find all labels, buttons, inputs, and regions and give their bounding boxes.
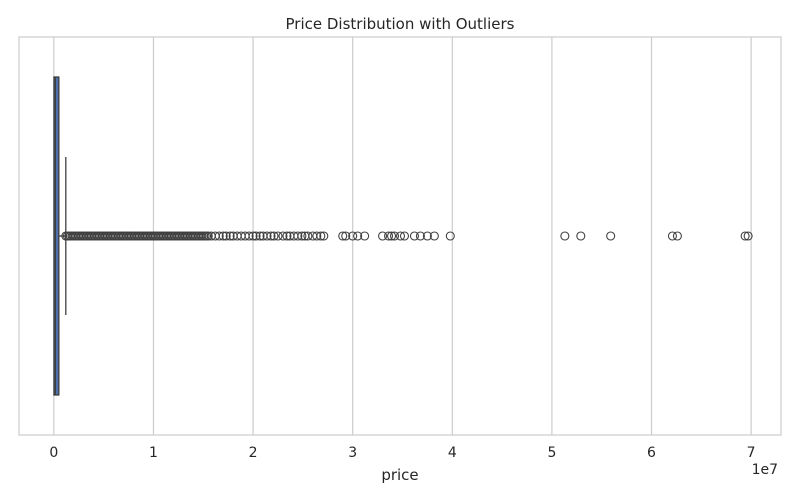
outlier-point (293, 231, 303, 241)
outlier-point (319, 231, 329, 241)
outlier-point (743, 231, 753, 241)
outlier-point (312, 231, 322, 241)
outlier-point (251, 231, 261, 241)
iqr-box (53, 76, 60, 396)
x-tick-label: 2 (249, 445, 258, 461)
outlier-point (560, 231, 570, 241)
x-tick-labels: 0 1 2 3 4 5 6 7 (49, 445, 755, 461)
outlier-point (606, 231, 616, 241)
outlier-point (248, 231, 258, 241)
outlier-point (203, 231, 213, 241)
x-tick-label: 6 (647, 445, 656, 461)
outlier-point (409, 231, 419, 241)
x-tick-label: 0 (49, 445, 58, 461)
outlier-point (353, 231, 363, 241)
x-tick-label: 1 (149, 445, 158, 461)
outlier-point (445, 231, 455, 241)
outlier-point (395, 231, 406, 241)
outlier-point (278, 231, 288, 241)
outlier-point (303, 231, 313, 241)
x-tick-label: 4 (448, 445, 457, 461)
outlier-point (214, 231, 224, 241)
x-tick-label: 5 (547, 445, 556, 461)
outlier-point (667, 231, 677, 241)
outlier-point (282, 231, 292, 241)
outlier-point (273, 231, 283, 241)
outlier-point (338, 231, 348, 241)
outlier-point (740, 231, 750, 241)
outlier-point (341, 231, 351, 241)
outlier-point (348, 231, 358, 241)
outlier-point (399, 231, 410, 241)
outlier-point (262, 231, 272, 241)
x-axis-label: price (381, 466, 418, 484)
outlier-point (221, 231, 231, 241)
outlier-point (576, 231, 586, 241)
outlier-point (244, 231, 254, 241)
x-axis-offset-label: 1e7 (752, 462, 778, 478)
outlier-point (415, 231, 425, 241)
outlier-point (383, 231, 394, 241)
outlier-point (672, 231, 682, 241)
outlier-point (255, 231, 265, 241)
outlier-point (422, 231, 432, 241)
outlier-point (360, 231, 370, 241)
chart-title: Price Distribution with Outliers (286, 15, 515, 33)
outlier-point (225, 231, 235, 241)
outlier-point (429, 231, 439, 241)
outlier-point (378, 231, 388, 241)
grid-lines (53, 37, 752, 435)
outlier-point (218, 231, 228, 241)
outlier-point (389, 231, 400, 241)
outlier-point (269, 231, 279, 241)
plot-frame (18, 36, 782, 436)
outlier-point (297, 231, 307, 241)
plot-area (53, 76, 753, 396)
outlier-point (266, 231, 276, 241)
x-tick-label: 7 (747, 445, 756, 461)
outlier-point (316, 231, 326, 241)
outlier-point (386, 231, 397, 241)
x-tick-label: 3 (348, 445, 357, 461)
